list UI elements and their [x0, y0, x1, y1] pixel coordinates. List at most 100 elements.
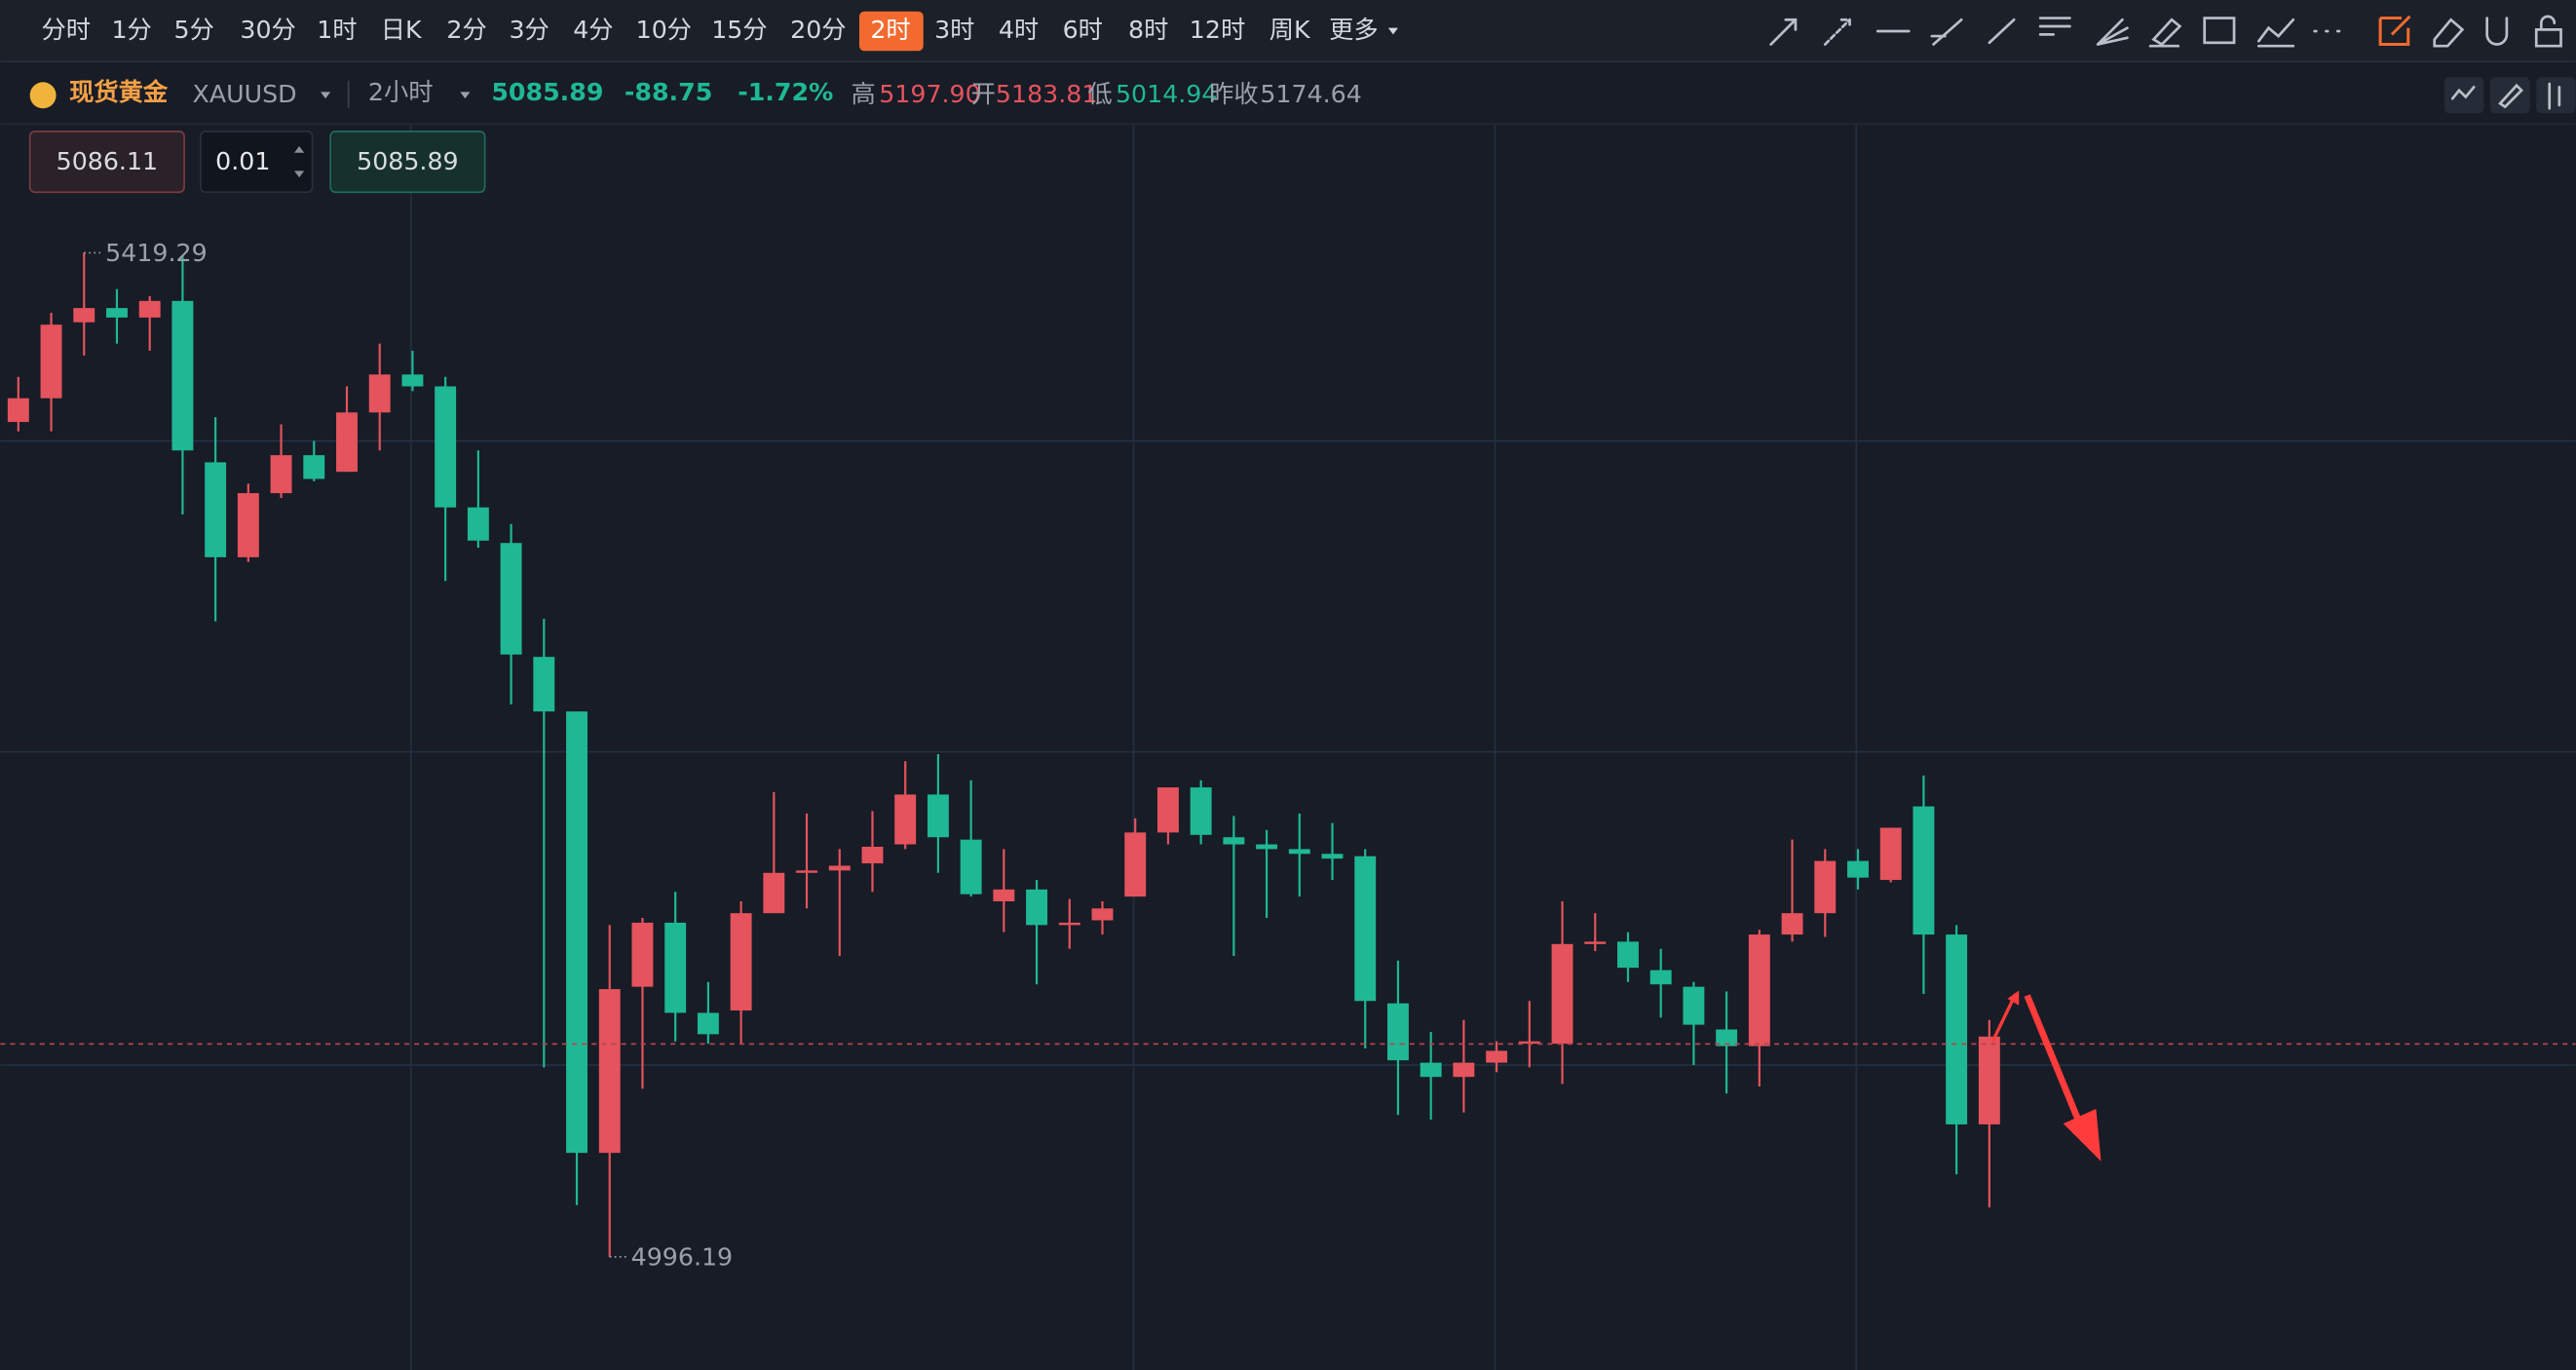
candle-body [1978, 1036, 2000, 1124]
timeframe[interactable]: 1时 [317, 16, 357, 44]
annotation-arrow [2024, 994, 2083, 1125]
candle-body [106, 308, 128, 318]
toolbar [0, 0, 2576, 61]
trend-tool[interactable] [1988, 18, 2016, 45]
candle-body [1617, 941, 1639, 969]
interval[interactable]: 2小时 [368, 78, 434, 106]
timeframe[interactable]: 6时 [1063, 16, 1103, 44]
candle-body [368, 374, 391, 413]
image-tool[interactable] [2203, 17, 2236, 45]
ray-tool[interactable] [1769, 18, 1798, 46]
candle-body [730, 913, 752, 1011]
prev-close-label: 昨收 [1209, 80, 1259, 108]
buy-price[interactable]: 5085.89 [357, 147, 458, 175]
candle-body [1026, 889, 1048, 926]
selected-timeframe-bg [858, 11, 924, 52]
candle-body [336, 412, 358, 473]
candle-button[interactable] [2536, 77, 2576, 114]
timeframe[interactable]: 3时 [934, 16, 974, 44]
last-price: 5085.89 [491, 78, 603, 106]
timeframe[interactable]: 8时 [1128, 16, 1168, 44]
quantity-input[interactable] [200, 131, 314, 194]
candle-body [40, 324, 62, 399]
segment-tool[interactable] [1930, 18, 1963, 46]
low-label: 低 [1087, 80, 1112, 108]
stepper[interactable] [294, 146, 305, 178]
candle-body [1879, 827, 1902, 881]
vertical-grid [409, 125, 1858, 1370]
timeframe[interactable]: 12时 [1190, 16, 1245, 44]
sell-button[interactable] [28, 131, 185, 194]
timeframe[interactable]: 30分 [240, 16, 295, 44]
candle-body [205, 462, 227, 557]
timeframe[interactable]: 4时 [999, 16, 1039, 44]
lock-tool[interactable] [2534, 15, 2562, 48]
pen-tool[interactable] [2148, 18, 2182, 48]
timeframe[interactable]: 2时 [870, 16, 910, 44]
candle-body [1649, 970, 1672, 985]
candle-body [1288, 849, 1310, 855]
candle-body [1190, 787, 1212, 835]
dropdown-arrow [321, 92, 331, 99]
prev-close-value: 5174.64 [1260, 80, 1361, 108]
high-label: 高 [852, 80, 876, 108]
candle-body [500, 543, 522, 655]
candle-body [270, 455, 292, 494]
header-buttons[interactable] [2443, 77, 2576, 114]
candle-body [796, 870, 818, 873]
dropdown-arrow [460, 92, 471, 99]
candle-body [7, 398, 29, 423]
magnet-tool[interactable] [2485, 17, 2509, 46]
buy-button[interactable] [329, 131, 486, 194]
timeframe[interactable]: 2分 [446, 16, 486, 44]
fan-tool[interactable] [2096, 18, 2129, 46]
timeframe[interactable]: 分时 [41, 16, 91, 44]
timeframe[interactable]: 15分 [711, 16, 767, 44]
annotation-arrowhead [2063, 1108, 2102, 1161]
indicator-icon [2450, 86, 2476, 100]
candle-body [1354, 856, 1377, 1002]
price-change: -88.75 [625, 78, 712, 106]
eraser-tool[interactable] [2433, 18, 2465, 48]
candle-body [960, 839, 982, 894]
timeframe[interactable]: 3分 [509, 16, 549, 44]
symbol-name[interactable]: 现货黄金 [69, 78, 169, 106]
pattern-tool[interactable] [2256, 18, 2295, 48]
candle-icon [2548, 82, 2561, 110]
edit-tool[interactable] [2378, 15, 2411, 47]
candle-body [1716, 1029, 1738, 1047]
price-change-pct: -1.72% [738, 78, 833, 106]
extreme-label: 4996.19 [631, 1243, 733, 1272]
timeframe[interactable]: 5分 [174, 16, 214, 44]
candle-body [171, 300, 194, 451]
timeframe[interactable]: 周K [1269, 16, 1311, 44]
candle-body [73, 308, 95, 323]
arrow-tool[interactable] [1823, 18, 1851, 46]
candle-body [467, 507, 489, 541]
candle-body [1748, 934, 1770, 1047]
draw-button[interactable] [2490, 77, 2530, 114]
candle-body [631, 922, 654, 987]
sell-price[interactable]: 5086.11 [57, 147, 158, 175]
timeframe[interactable]: 20分 [790, 16, 846, 44]
candle-body [303, 455, 325, 479]
drawing-tools[interactable] [1769, 15, 2562, 48]
timeframe[interactable]: 日K [381, 16, 423, 44]
timeframe[interactable]: 1分 [111, 16, 151, 44]
candle-body [1386, 1003, 1409, 1061]
low-value: 5014.94 [1116, 80, 1217, 108]
quantity[interactable]: 0.01 [215, 147, 270, 175]
candle-body [1584, 941, 1607, 944]
fib-tool[interactable] [2038, 17, 2071, 36]
timeframe[interactable]: 10分 [636, 16, 692, 44]
timeframe[interactable]: 更多 [1329, 16, 1379, 44]
timeframe[interactable]: 4分 [573, 16, 613, 44]
candle-body [1946, 934, 1968, 1124]
candle-body [1124, 832, 1147, 897]
candle-body [1156, 787, 1179, 833]
symbol-code[interactable]: XAUUSD [193, 80, 297, 108]
candle-body [1913, 806, 1935, 935]
candle-body [1420, 1062, 1442, 1078]
